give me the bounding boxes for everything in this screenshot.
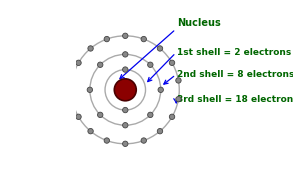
Circle shape (98, 62, 103, 67)
Circle shape (69, 96, 75, 102)
Circle shape (104, 138, 110, 143)
Circle shape (76, 60, 81, 66)
Circle shape (176, 78, 181, 83)
Circle shape (158, 87, 163, 93)
Circle shape (141, 36, 146, 42)
Circle shape (88, 128, 93, 134)
Circle shape (122, 67, 128, 72)
Circle shape (104, 36, 110, 42)
Circle shape (122, 107, 128, 113)
Text: Nucleus: Nucleus (178, 18, 221, 28)
Circle shape (157, 46, 163, 51)
Circle shape (114, 79, 136, 101)
Text: 2nd shell = 8 electrons: 2nd shell = 8 electrons (177, 70, 293, 79)
Circle shape (88, 46, 93, 51)
Circle shape (122, 141, 128, 147)
Circle shape (148, 112, 153, 118)
Circle shape (87, 87, 93, 93)
Circle shape (148, 62, 153, 67)
Circle shape (157, 128, 163, 134)
Circle shape (122, 122, 128, 128)
Circle shape (141, 138, 146, 143)
Text: 3rd shell = 18 electrons: 3rd shell = 18 electrons (177, 95, 293, 104)
Circle shape (69, 78, 75, 83)
Circle shape (122, 52, 128, 57)
Circle shape (76, 114, 81, 120)
Circle shape (176, 96, 181, 102)
Circle shape (122, 33, 128, 39)
Circle shape (169, 60, 175, 66)
Circle shape (169, 114, 175, 120)
Text: 1st shell = 2 electrons: 1st shell = 2 electrons (177, 48, 291, 57)
Circle shape (98, 112, 103, 118)
